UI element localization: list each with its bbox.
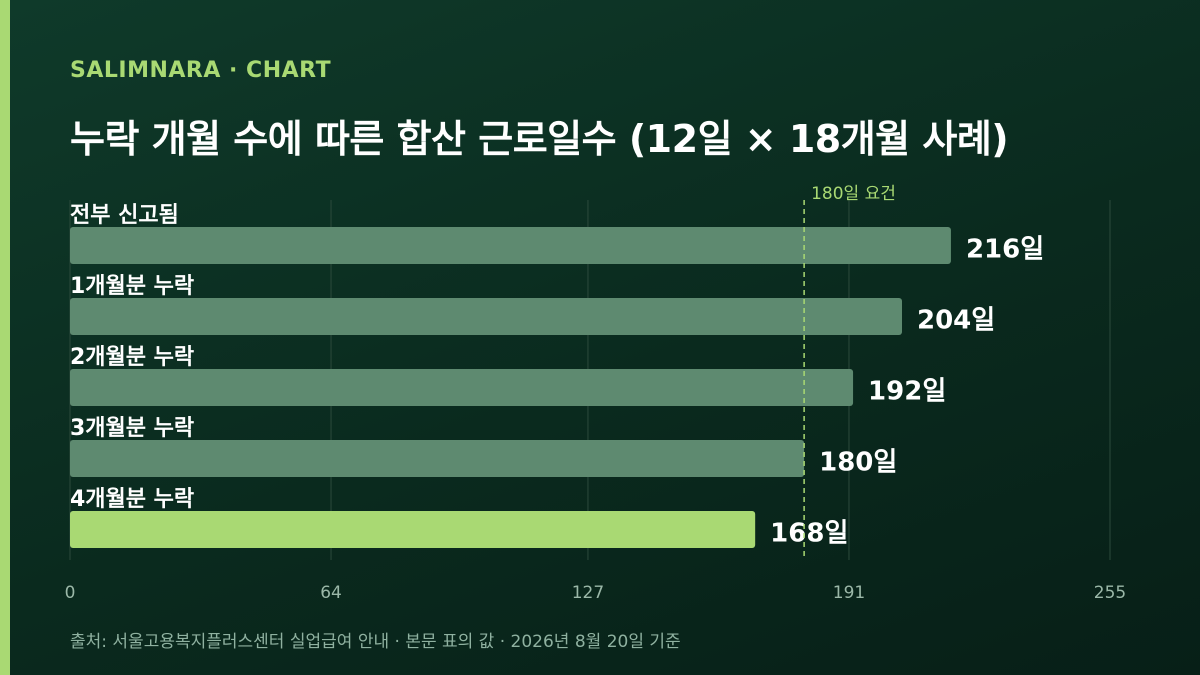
category-label: 1개월분 누락 — [70, 274, 194, 299]
bar — [70, 511, 756, 548]
reference-line-label: 180일 요건 — [811, 184, 896, 204]
category-label: 2개월분 누락 — [70, 345, 194, 370]
bar — [70, 227, 951, 264]
value-label: 168일 — [770, 519, 848, 549]
category-label: 4개월분 누락 — [70, 487, 194, 512]
bar — [70, 440, 805, 477]
source-note: 출처: 서울고용복지플러스센터 실업급여 안내 · 본문 표의 값 · 2026… — [70, 632, 681, 652]
value-label: 204일 — [917, 306, 995, 336]
x-tick-label: 191 — [833, 583, 865, 603]
page-title: 누락 개월 수에 따른 합산 근로일수 (12일 × 18개월 사례) — [70, 117, 1009, 161]
x-tick-label: 255 — [1094, 583, 1126, 603]
x-tick-label: 64 — [320, 583, 342, 603]
category-label: 전부 신고됨 — [70, 203, 179, 228]
x-tick-label: 127 — [572, 583, 604, 603]
bar — [70, 369, 854, 406]
value-label: 180일 — [819, 448, 897, 478]
value-label: 216일 — [966, 235, 1044, 265]
category-label: 3개월분 누락 — [70, 416, 194, 441]
x-tick-label: 0 — [65, 583, 76, 603]
accent-bar — [0, 0, 10, 675]
bar — [70, 298, 902, 335]
brand-label: SALIMNARA · CHART — [70, 58, 332, 83]
value-label: 192일 — [868, 377, 946, 407]
